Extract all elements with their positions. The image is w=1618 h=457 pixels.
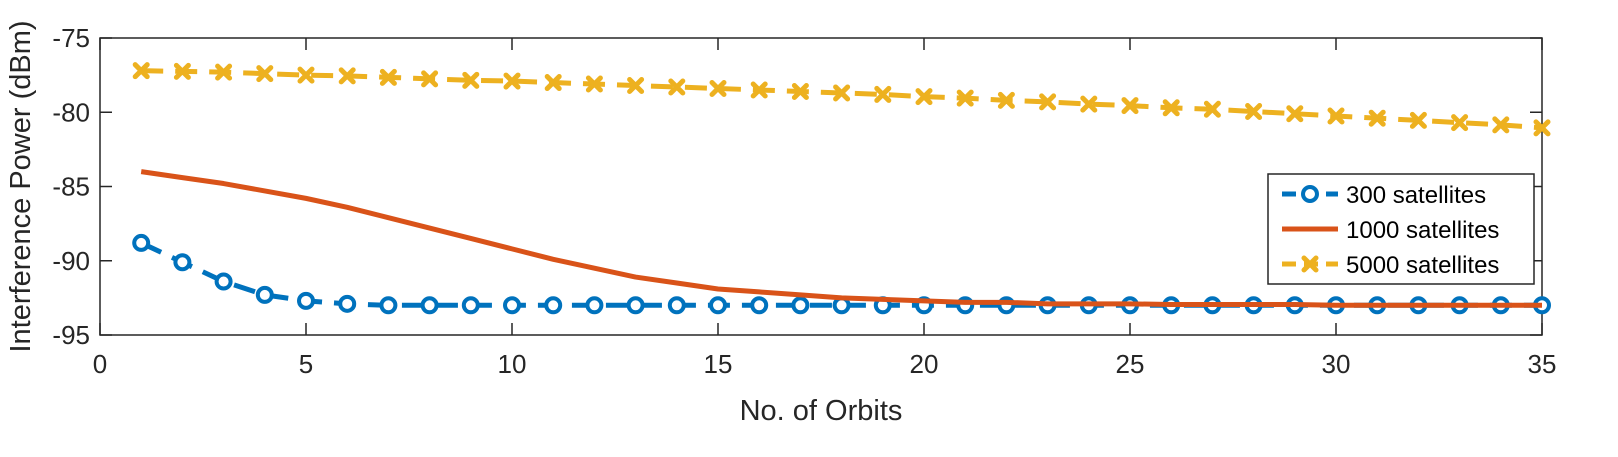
data-point-marker [709,79,727,97]
axes-box [99,37,1543,336]
y-axis-label: Interference Power (dBm) [5,20,37,352]
y-tick-label: -90 [52,246,90,276]
data-point-marker [791,296,810,315]
legend-label: 1000 satellites [1346,217,1499,244]
data-point-marker [544,74,562,92]
data-point-marker [1121,97,1139,115]
data-point-marker [420,296,439,315]
data-point-marker [338,67,356,85]
data-point-marker [338,294,357,313]
data-point-marker [173,253,192,272]
x-tick-label: 10 [498,349,527,379]
legend-label: 5000 satellites [1346,252,1499,279]
data-point-marker [1327,107,1345,125]
data-point-marker [585,296,604,315]
series-1000-satellites [140,169,1542,308]
y-tick-label: -80 [52,97,90,127]
data-point-marker [627,77,645,95]
data-point-marker [1162,99,1180,117]
data-point-marker [1451,114,1469,132]
data-point-marker [173,62,191,80]
legend-item: 1000 satellites [1282,217,1499,244]
data-point-marker [503,72,521,90]
data-point-marker [997,91,1015,109]
legend-label: 300 satellites [1346,182,1486,209]
data-point-marker [1492,116,1510,134]
data-point-marker [1301,185,1319,203]
data-point-marker [585,75,603,93]
x-tick-label: 15 [704,349,733,379]
data-point-marker [255,285,274,304]
data-point-marker [1368,109,1386,127]
series-layer [132,62,1551,315]
data-point-marker [1039,93,1057,111]
data-point-marker [791,82,809,100]
x-axis-label: No. of Orbits [740,395,903,427]
data-point-marker [462,71,480,89]
series-line [140,240,1542,308]
data-point-marker [1286,105,1304,123]
data-point-marker [833,84,851,102]
legend: 300 satellites 1000 satellites 5000 satell… [1267,173,1535,285]
data-point-marker [750,296,769,315]
x-tick-label: 0 [93,349,107,379]
data-point-marker [668,78,686,96]
series-5000-satellites [132,62,1551,137]
data-point-marker [379,296,398,315]
data-point-marker [1533,119,1551,137]
data-point-marker [956,89,974,107]
legend-item: 300 satellites [1282,182,1486,209]
x-tick-label: 30 [1322,349,1351,379]
data-point-marker [503,296,521,315]
data-point-marker [1301,255,1319,273]
data-point-marker [461,296,480,315]
x-tick-label: 5 [299,349,313,379]
data-point-marker [132,62,150,80]
legend-item: 5000 satellites [1282,252,1499,279]
data-point-marker [297,66,315,84]
y-tick-label: -95 [52,320,90,350]
data-point-marker [1203,100,1221,118]
data-point-marker [1409,111,1427,129]
data-point-marker [667,296,686,315]
y-tick-label: -75 [52,23,90,53]
data-point-marker [915,88,933,106]
data-point-marker [256,65,274,83]
data-point-marker [421,70,439,88]
y-tick-label: -85 [52,172,90,202]
data-point-marker [709,296,727,315]
data-point-marker [1245,103,1263,121]
data-point-marker [215,63,233,81]
data-point-marker [1080,95,1098,113]
x-tick-label: 25 [1116,349,1145,379]
data-point-marker [132,233,151,252]
data-point-marker [750,81,768,99]
data-point-marker [544,296,563,315]
data-point-marker [874,85,892,103]
axes: 0 5 10 15 20 25 30 35 -75 -80 -85 -90 -95 [52,23,1556,379]
series-line [140,169,1542,308]
x-tick-label: 20 [910,349,939,379]
data-point-marker [297,291,315,310]
data-point-marker [626,296,645,315]
data-point-marker [214,272,233,291]
data-point-marker [379,68,397,86]
x-tick-label: 35 [1528,349,1557,379]
